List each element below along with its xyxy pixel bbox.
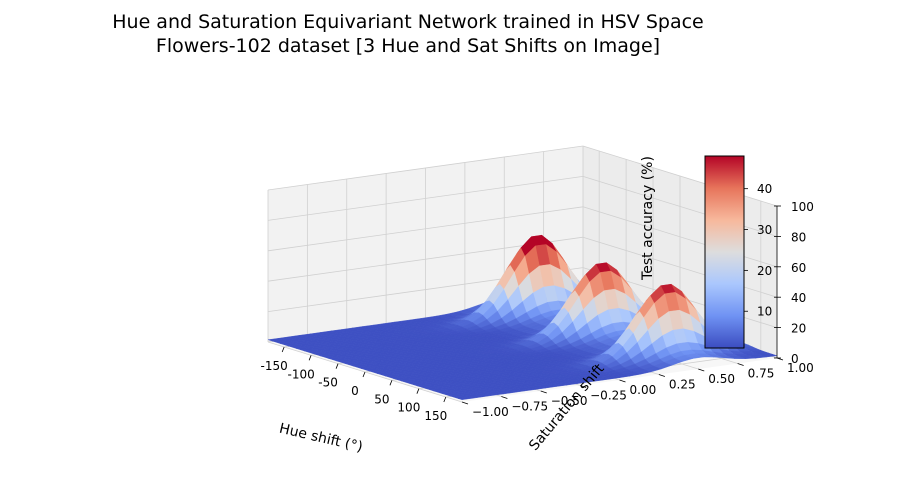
colorbar-tick-label: 10 <box>757 305 772 319</box>
x-tick-mark <box>308 355 312 361</box>
x-tick-mark <box>443 396 447 403</box>
y-tick-label: 0.75 <box>748 367 775 381</box>
z-axis-label: Test accuracy (%) <box>640 156 656 281</box>
chart-subtitle: Flowers-102 dataset [3 Hue and Sat Shift… <box>155 35 661 57</box>
grid-back-z <box>582 236 778 298</box>
y-tick-mark <box>619 379 626 383</box>
x-tick-mark <box>362 371 366 378</box>
y-tick-mark <box>461 401 469 405</box>
grid-back-z <box>582 176 778 237</box>
x-tick-label: 50 <box>374 392 389 406</box>
x-tick-mark <box>335 363 339 369</box>
y-tick-label: −0.50 <box>551 394 588 408</box>
colorbar-tick-label: 20 <box>757 264 772 278</box>
z-tick-label: 40 <box>791 291 806 305</box>
colorbar: 10 20 30 40 <box>704 155 772 349</box>
x-tick-mark <box>389 380 393 386</box>
y-tick-label: 0.00 <box>630 383 657 397</box>
x-tick-label: 0 <box>351 384 359 398</box>
x-tick-label: -150 <box>261 359 288 373</box>
y-tick-mark <box>737 363 744 366</box>
colorbar-fill <box>704 155 745 349</box>
z-tick-label: 100 <box>791 200 814 214</box>
colorbar-tick-label: 30 <box>757 223 772 237</box>
x-axis-label: Hue shift (°) <box>278 421 364 456</box>
surface-mesh <box>267 234 778 400</box>
grid-left-z <box>267 145 584 191</box>
chart-title-block: Hue and Saturation Equivariant Network t… <box>0 10 816 58</box>
x-tick-mark <box>281 346 285 353</box>
x-tick-label: 150 <box>424 409 447 423</box>
grid-left-z <box>267 206 584 252</box>
y-tick-mark <box>501 396 508 399</box>
z-tick-label: 20 <box>791 322 806 336</box>
z-tick-label: 80 <box>791 230 806 244</box>
grid-back-z <box>582 145 778 207</box>
x-tick-mark <box>416 388 420 394</box>
grid-left-z <box>267 176 584 221</box>
z-tick-label: 60 <box>791 261 806 275</box>
y-tick-mark <box>540 390 547 394</box>
z-tick-label: 0 <box>791 352 799 366</box>
y-tick-mark <box>658 374 666 377</box>
x-tick-label: 100 <box>397 401 420 415</box>
y-tick-label: −1.00 <box>472 405 509 419</box>
y-tick-label: 0.50 <box>708 372 735 386</box>
chart-title: Hue and Saturation Equivariant Network t… <box>112 11 704 33</box>
surface-facet <box>457 396 473 400</box>
y-tick-label: −0.25 <box>590 389 627 403</box>
grid-back-z <box>582 206 778 268</box>
y-tick-label: −0.75 <box>511 400 548 414</box>
y-tick-mark <box>698 368 705 372</box>
x-tick-label: -50 <box>318 376 338 390</box>
y-tick-label: 1.00 <box>787 361 814 375</box>
x-tick-label: -100 <box>287 367 314 381</box>
y-tick-label: 0.25 <box>669 378 696 392</box>
colorbar-tick-label: 40 <box>757 182 772 196</box>
y-tick-mark <box>579 385 587 388</box>
colorbar-ticks: 10 20 30 40 <box>744 182 772 319</box>
